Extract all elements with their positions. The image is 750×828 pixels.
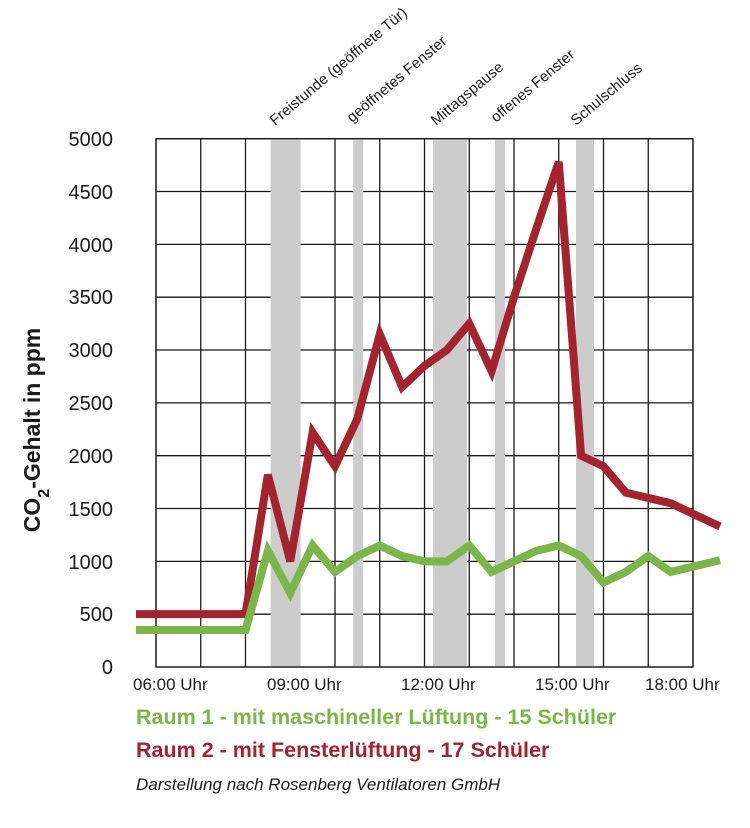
- svg-text:CO2-Gehalt in ppm: CO2-Gehalt in ppm: [19, 328, 53, 532]
- svg-text:Darstellung nach Rosenberg Ven: Darstellung nach Rosenberg Ventilatoren …: [136, 775, 501, 794]
- svg-text:15:00 Uhr: 15:00 Uhr: [535, 675, 610, 694]
- svg-text:1000: 1000: [69, 552, 114, 574]
- svg-text:09:00 Uhr: 09:00 Uhr: [267, 675, 342, 694]
- svg-text:500: 500: [80, 604, 113, 626]
- svg-text:0: 0: [102, 657, 113, 679]
- svg-text:Schulschluss: Schulschluss: [568, 60, 646, 129]
- svg-text:06:00 Uhr: 06:00 Uhr: [133, 675, 208, 694]
- svg-text:Freistunde (geöffnete Tür): Freistunde (geöffnete Tür): [267, 4, 411, 129]
- svg-text:12:00 Uhr: 12:00 Uhr: [401, 675, 476, 694]
- svg-text:1500: 1500: [69, 499, 114, 521]
- svg-text:Raum 1 - mit maschineller Lüft: Raum 1 - mit maschineller Lüftung - 15 S…: [136, 705, 617, 729]
- svg-text:18:00 Uhr: 18:00 Uhr: [645, 675, 720, 694]
- svg-text:4000: 4000: [69, 235, 114, 257]
- svg-text:2000: 2000: [69, 446, 114, 468]
- svg-text:4500: 4500: [69, 182, 114, 204]
- svg-text:3500: 3500: [69, 287, 114, 309]
- svg-text:2500: 2500: [69, 393, 114, 415]
- svg-text:3000: 3000: [69, 340, 114, 362]
- svg-text:5000: 5000: [69, 129, 114, 151]
- svg-text:offenes Fenster: offenes Fenster: [488, 46, 579, 126]
- svg-text:Raum 2 - mit Fensterlüftung -: Raum 2 - mit Fensterlüftung - 17 Schüler: [136, 738, 550, 762]
